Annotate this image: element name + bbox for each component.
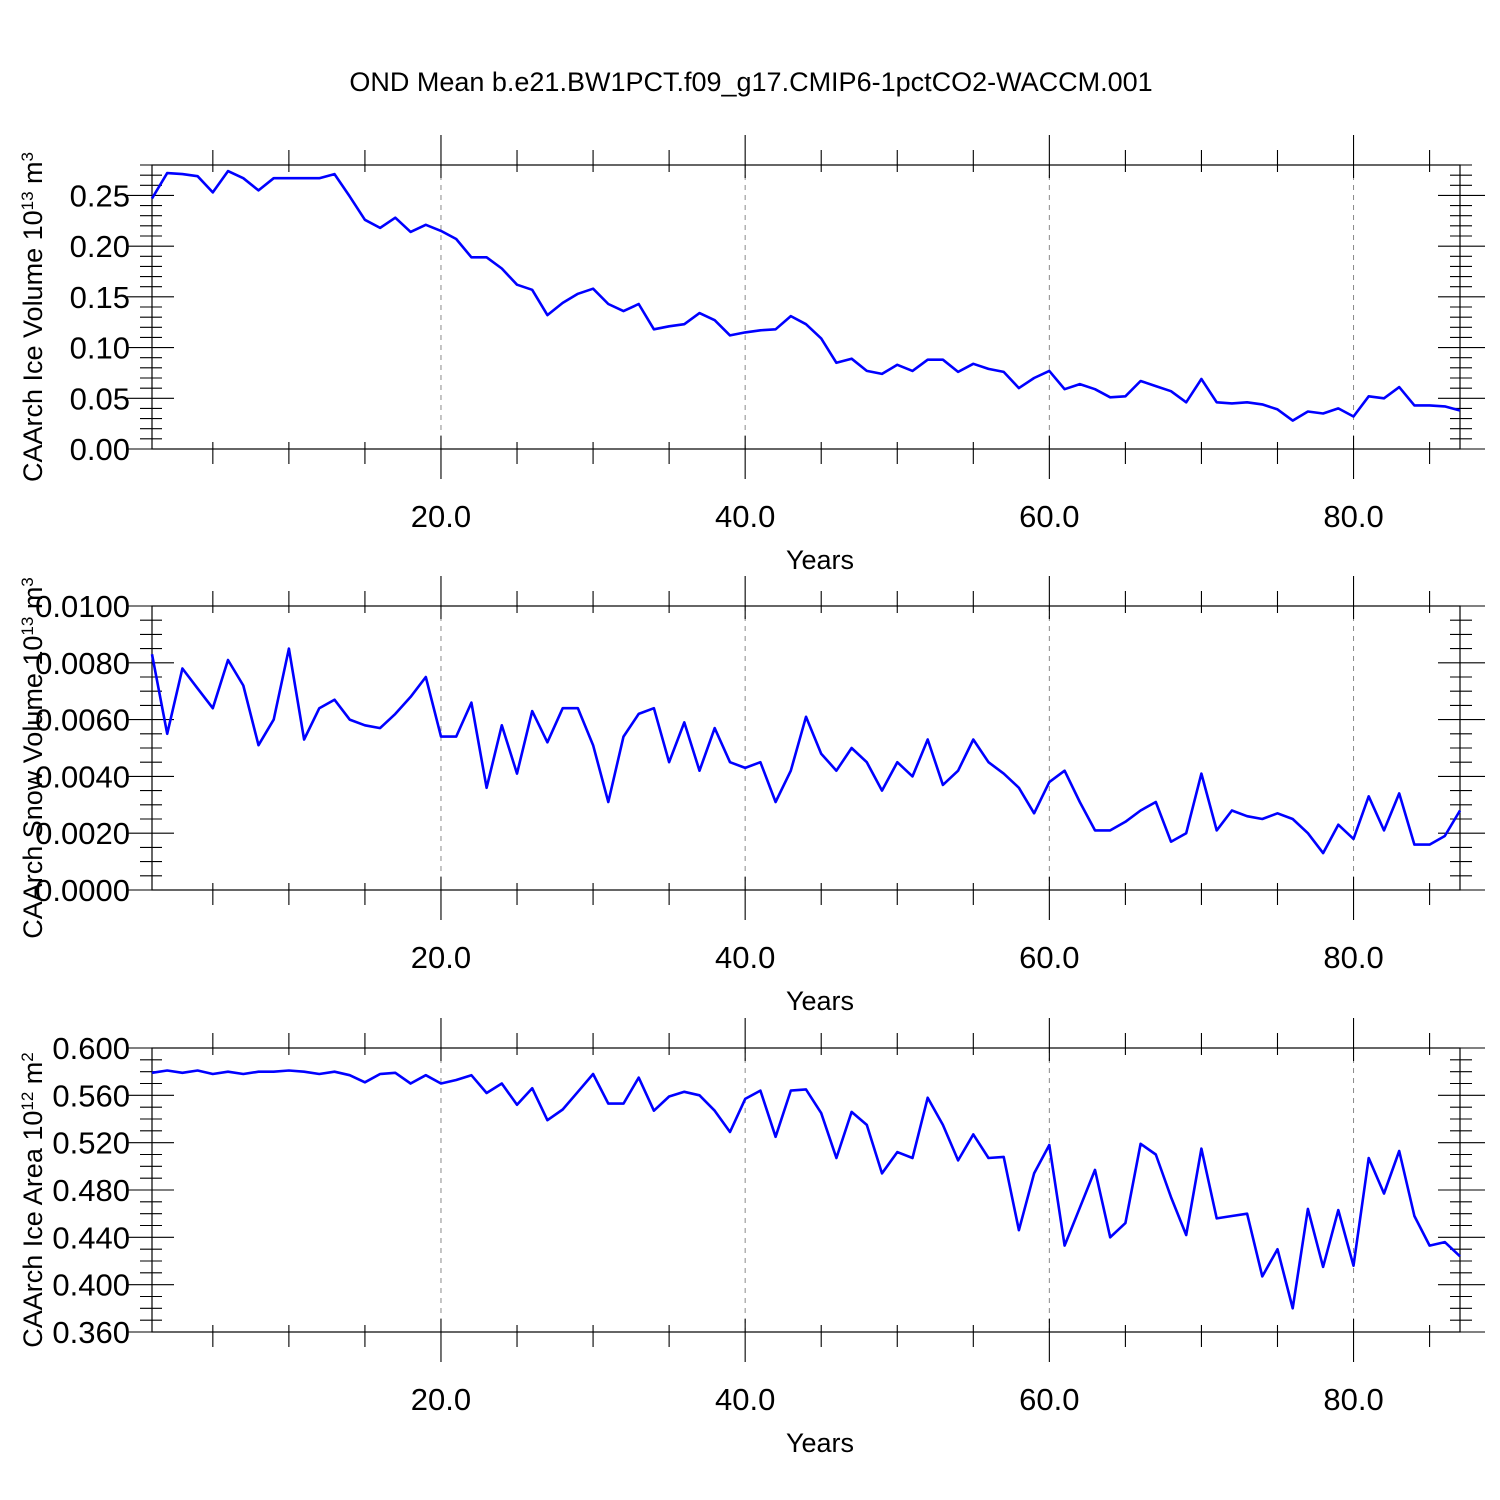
y-tick-label: 0.15 (70, 280, 130, 315)
x-tick-label: 60.0 (1019, 940, 1079, 975)
y-tick-label: 0.360 (52, 1315, 130, 1350)
x-tick-label: 60.0 (1019, 1382, 1079, 1417)
x-tick-label: 20.0 (411, 499, 471, 534)
x-tick-label: 80.0 (1323, 940, 1383, 975)
y-tick-label: 0.0080 (35, 646, 130, 681)
y-tick-label: 0.560 (52, 1078, 130, 1113)
x-tick-label: 40.0 (715, 940, 775, 975)
y-tick-label: 0.0100 (35, 589, 130, 624)
chart-ice-volume: 20.0 40.0 60.0 80.0 0.00 0.05 0.10 0.15 0.20 0.25… (18, 135, 1485, 575)
y-tick-label: 0.00 (70, 432, 130, 467)
series-line-ice-area (151, 1069, 1461, 1310)
x-tick-label: 40.0 (715, 499, 775, 534)
y-tick-label: 0.0040 (35, 759, 130, 794)
x-tick-label: 20.0 (411, 940, 471, 975)
y-tick-label: 0.600 (52, 1031, 130, 1066)
chart-ice-area: 20.0 40.0 60.0 80.0 0.360 0.400 0.440 0.480 0.52… (18, 1018, 1485, 1458)
x-axis-label: Years (786, 1428, 854, 1458)
x-tick-label: 80.0 (1323, 499, 1383, 534)
x-tick-label: 40.0 (715, 1382, 775, 1417)
y-tick-label: 0.0060 (35, 703, 130, 738)
y-tick-label: 0.0000 (35, 873, 130, 908)
y-axis-label: CAArch Ice Area 1012 m2 (18, 1052, 49, 1348)
x-tick-label: 80.0 (1323, 1382, 1383, 1417)
chart-snow-volume: 20.0 40.0 60.0 80.0 0.0000 0.0020 0.0040 0.0060… (18, 576, 1485, 1016)
plot-frame (151, 1047, 1461, 1333)
y-tick-label: 0.10 (70, 331, 130, 366)
x-tick-label: 20.0 (411, 1382, 471, 1417)
y-tick-label: 0.400 (52, 1268, 130, 1303)
y-tick-label: 0.440 (52, 1220, 130, 1255)
y-tick-label: 0.480 (52, 1173, 130, 1208)
y-axis-label: CAArch Ice Volume 1013 m3 (18, 152, 49, 482)
page-title: OND Mean b.e21.BW1PCT.f09_g17.CMIP6-1pct… (349, 67, 1152, 97)
x-tick-label: 60.0 (1019, 499, 1079, 534)
y-tick-label: 0.0020 (35, 816, 130, 851)
x-axis-label: Years (786, 545, 854, 575)
y-tick-label: 0.20 (70, 229, 130, 264)
x-axis-label: Years (786, 986, 854, 1016)
y-tick-label: 0.05 (70, 381, 130, 416)
series-line-snow-volume (150, 647, 1462, 855)
y-tick-label: 0.520 (52, 1126, 130, 1161)
y-axis-label: CAArch Snow Volume 1013 m3 (18, 577, 49, 939)
y-tick-label: 0.25 (70, 178, 130, 213)
series-line-ice-volume (150, 169, 1461, 422)
plot-frame (151, 164, 1461, 450)
plot-frame (151, 605, 1461, 891)
